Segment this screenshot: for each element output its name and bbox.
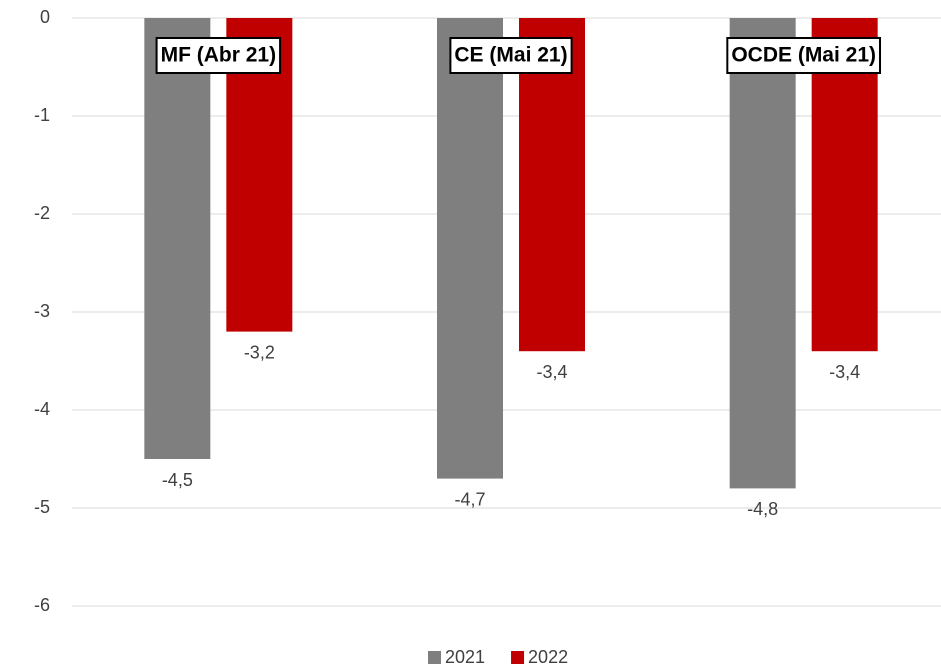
y-tick-label: 0 [40, 7, 50, 27]
category-label: CE (Mai 21) [449, 37, 573, 74]
legend-swatch [428, 651, 441, 664]
bar [437, 18, 503, 479]
bar [729, 18, 796, 489]
category-box [449, 37, 573, 74]
category-box [726, 37, 882, 74]
bar [144, 18, 211, 459]
data-label: -4,7 [454, 489, 485, 509]
y-tick-label: -3 [34, 301, 50, 321]
data-label: -4,8 [747, 499, 778, 519]
y-tick-label: -1 [34, 105, 50, 125]
category-text: CE (Mai 21) [454, 44, 567, 67]
y-tick-label: -2 [34, 203, 50, 223]
category-label: OCDE (Mai 21) [726, 37, 882, 74]
y-tick-label: -4 [34, 399, 50, 419]
category-label: MF (Abr 21) [155, 37, 282, 74]
data-label: -4,5 [162, 470, 193, 490]
data-label: -3,2 [244, 342, 275, 362]
category-box [155, 37, 282, 74]
category-text: OCDE (Mai 21) [731, 44, 876, 67]
legend-label: 2021 [445, 647, 485, 667]
legend-label: 2022 [528, 647, 568, 667]
y-tick-label: -5 [34, 497, 50, 517]
legend-swatch [511, 651, 525, 664]
category-text: MF (Abr 21) [161, 44, 277, 67]
data-label: -3,4 [829, 362, 860, 382]
data-label: -3,4 [536, 362, 567, 382]
y-tick-label: -6 [34, 595, 50, 615]
